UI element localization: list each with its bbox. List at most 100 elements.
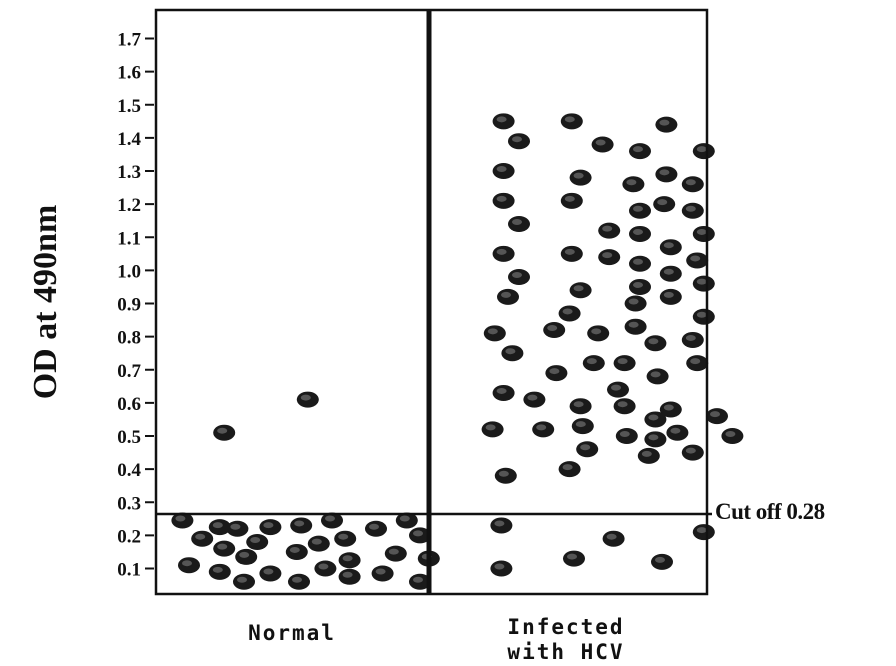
group-label-infected-line2: with HCV [507,640,624,664]
data-point-highlight [663,291,674,298]
data-point-highlight [399,515,410,522]
y-tick-label: 1.1 [117,228,141,249]
data-point-highlight [487,328,498,335]
data-point-highlight [300,394,311,401]
data-point-highlight [573,401,584,408]
data-point-highlight [263,568,274,575]
data-point-highlight [212,566,223,573]
data-point-highlight [628,298,639,305]
y-tick-label: 1.4 [117,129,141,150]
data-point-highlight [311,538,322,545]
data-point-highlight [633,258,643,265]
y-tick-label: 1.5 [117,96,141,117]
data-point-highlight [239,551,250,558]
data-point-highlight [230,523,241,530]
data-point-highlight [602,225,613,232]
data-point-highlight [690,255,701,262]
data-point-highlight [292,576,302,583]
data-point-highlight [289,546,300,553]
data-point-highlight [633,281,643,288]
data-point-highlight [696,278,707,285]
y-tick-label: 1.2 [117,195,141,216]
y-tick-label: 0.3 [117,493,141,514]
data-point-highlight [685,205,696,212]
data-point-highlight [650,371,661,378]
data-point-highlight [175,515,186,522]
data-point-highlight [586,358,597,365]
data-point-highlight [648,414,659,421]
data-point-highlight [496,387,507,394]
data-point-highlight [388,548,399,555]
data-point-highlight [294,520,305,527]
data-point-highlight [217,543,228,550]
data-point-highlight [496,195,507,202]
data-point-highlight [512,136,522,143]
data-point-highlight [690,358,701,365]
data-point-highlight [633,146,643,153]
data-point-highlight [564,195,575,202]
data-point-highlight [633,228,643,235]
data-point-highlight [685,334,696,341]
data-point-highlight [212,522,223,529]
data-point-highlight [496,248,507,255]
y-tick-label: 1.3 [117,162,141,183]
data-point-highlight [496,116,507,123]
data-point-highlight [663,404,674,411]
data-point-highlight [498,470,509,477]
data-point-highlight [573,172,584,179]
data-point-highlight [655,556,665,563]
y-tick-label: 1.6 [117,63,141,84]
data-point-highlight [536,424,547,431]
data-point-highlight [413,530,423,537]
y-tick-label: 0.5 [117,427,141,448]
y-tick-label: 1.0 [117,261,141,282]
data-point-highlight [494,563,505,570]
y-tick-label: 0.9 [117,295,141,316]
y-tick-label: 0.7 [117,361,141,382]
data-point-highlight [375,568,386,575]
y-tick-label: 0.6 [117,394,141,415]
data-point-highlight [725,431,736,437]
data-point-highlight [501,291,511,298]
data-point-highlight [696,146,707,153]
data-point-highlight [413,576,423,583]
data-point-highlight [567,553,577,560]
data-point-highlight [494,520,505,527]
y-axis: 0.1 0.2 0.3 0.4 0.5 0.6 0.7 0.8 0.9 1.0 1.1 1.2 1.3 1… [117,30,154,581]
data-point-highlight [263,522,274,529]
data-point-highlight [512,219,522,225]
data-point-highlight [657,199,668,206]
data-point-highlight [195,533,206,540]
data-point-highlight [250,537,261,543]
data-point-highlight [325,515,335,522]
data-point-highlight [617,401,628,408]
y-tick-label: 0.8 [117,328,141,349]
data-point-highlight [663,268,674,275]
y-tick-label: 1.7 [117,30,141,51]
data-point-highlight [182,560,192,567]
data-point-highlight [648,434,659,441]
y-tick-label: 0.4 [117,460,141,481]
data-point-highlight [595,139,606,146]
data-point-highlight [696,311,707,318]
data-point-highlight [237,576,247,583]
data-point-highlight [659,169,670,176]
data-point-highlight [573,285,584,292]
data-point-highlight [685,447,696,454]
data-point-highlight [564,248,575,255]
data-point-highlight [564,116,575,123]
data-point-highlight [628,321,639,328]
data-point-highlight [527,394,538,401]
data-point-highlight [562,308,573,315]
data-point-highlight [217,427,228,434]
data-point-highlight [696,228,707,235]
cutoff-label: Cut off 0.28 [715,499,825,524]
data-point-highlight [648,338,659,345]
data-point-highlight [633,205,643,212]
data-point-highlight [485,424,496,431]
data-point-highlight [670,427,681,434]
y-axis-label: OD at 490nm [27,205,64,400]
data-point-highlight [318,563,329,570]
data-point-highlight [696,527,707,534]
